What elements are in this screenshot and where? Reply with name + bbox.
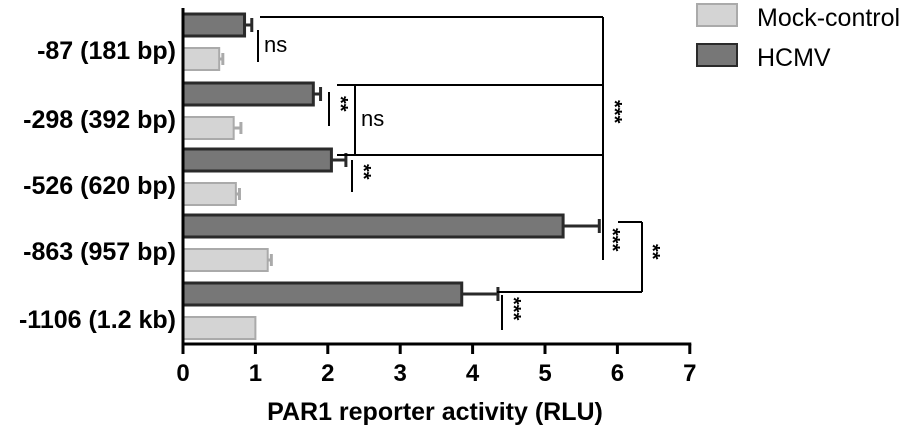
bar-hcmv [181,147,333,173]
category-label: -526 (620 bp) [23,172,176,200]
significance-label: ** [352,164,374,180]
bar-mock-control [182,47,221,71]
x-tick-label: 3 [394,360,407,387]
bars-layer [181,12,601,340]
axis-layer: 0 1 2 3 4 5 6 7 [176,8,696,387]
significance-label: ns [361,106,384,131]
x-tick-label: 2 [321,360,334,387]
significance-label: *** [603,100,625,124]
x-tick-label: 4 [466,360,480,387]
bar-mock-control [182,116,235,140]
legend-swatch-hcmv [696,43,738,67]
x-tick-label: 0 [176,360,189,387]
bar-mock-control [182,248,269,272]
legend-label-mock-control: Mock-control [757,4,900,32]
x-axis-title: PAR1 reporter activity (RLU) [267,398,603,426]
bar-mock-control [182,182,237,206]
significance-label: *** [502,297,524,321]
bar-hcmv [181,81,315,107]
x-tick-label: 6 [611,360,624,387]
x-tick-label: 1 [249,360,262,387]
significance-layer: ns**ns************* [257,16,663,330]
category-label: -1106 (1.2 kb) [19,306,176,334]
legend: Mock-control HCMV [696,3,900,72]
bar-mock-control [182,316,257,340]
category-label: -298 (392 bp) [23,106,176,134]
significance-label: ** [329,96,351,112]
significance-label: *** [601,228,623,252]
bar-hcmv [181,213,565,239]
x-tick-label: 7 [683,360,696,387]
bar-hcmv [181,12,247,38]
category-label: -863 (957 bp) [23,238,176,266]
significance-label: ns [264,32,287,57]
x-tick-label: 5 [538,360,551,387]
legend-label-hcmv: HCMV [757,44,831,72]
category-labels: -87 (181 bp) -298 (392 bp) -526 (620 bp) -8… [19,37,176,334]
significance-label: ** [641,244,663,260]
legend-swatch-mock-control [696,3,738,27]
bar-hcmv [181,281,464,307]
category-label: -87 (181 bp) [37,37,176,65]
